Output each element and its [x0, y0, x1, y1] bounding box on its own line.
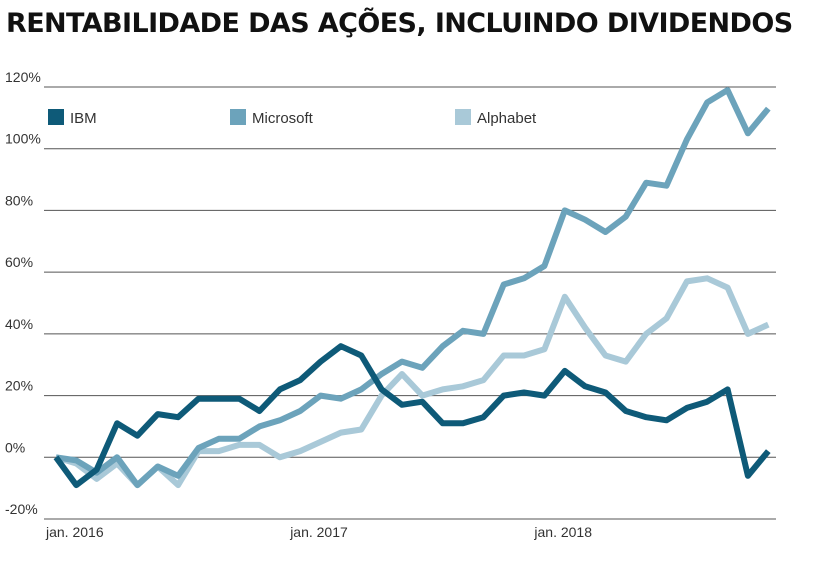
- gridlines: [44, 86, 776, 520]
- series-lines: [53, 87, 771, 489]
- y-tick-label: 60%: [5, 254, 33, 270]
- legend-item-alphabet: Alphabet: [455, 109, 537, 127]
- y-tick-label: 80%: [5, 192, 33, 208]
- legend-label: IBM: [70, 110, 97, 127]
- legend-swatch: [230, 109, 246, 125]
- series-line-microsoft: [55, 87, 771, 489]
- y-tick-label: 40%: [5, 316, 33, 332]
- y-axis-ticks: -20% 0% 20% 40% 60% 80% 100% 120%: [5, 69, 41, 517]
- legend-item-microsoft: Microsoft: [230, 109, 314, 127]
- x-tick-label: jan. 2018: [533, 524, 592, 540]
- x-axis-ticks: jan. 2016 jan. 2017 jan. 2018: [45, 524, 592, 540]
- x-tick-label: jan. 2016: [45, 524, 104, 540]
- y-tick-label: 120%: [5, 69, 41, 85]
- legend-swatch: [48, 109, 64, 125]
- legend-label: Alphabet: [477, 110, 537, 127]
- x-tick-label: jan. 2017: [289, 524, 348, 540]
- legend-swatch: [455, 109, 471, 125]
- y-tick-label: -20%: [5, 501, 38, 517]
- y-tick-label: 0%: [5, 439, 25, 455]
- legend-label: Microsoft: [252, 110, 314, 127]
- y-tick-label: 20%: [5, 378, 33, 394]
- legend: IBM Microsoft Alphabet: [48, 109, 537, 127]
- legend-item-ibm: IBM: [48, 109, 97, 127]
- chart-title: RENTABILIDADE DAS AÇÕES, INCLUINDO DIVID…: [6, 8, 793, 39]
- series-line-ibm: [53, 343, 771, 489]
- series-line-alphabet: [55, 275, 770, 489]
- y-tick-label: 100%: [5, 131, 41, 147]
